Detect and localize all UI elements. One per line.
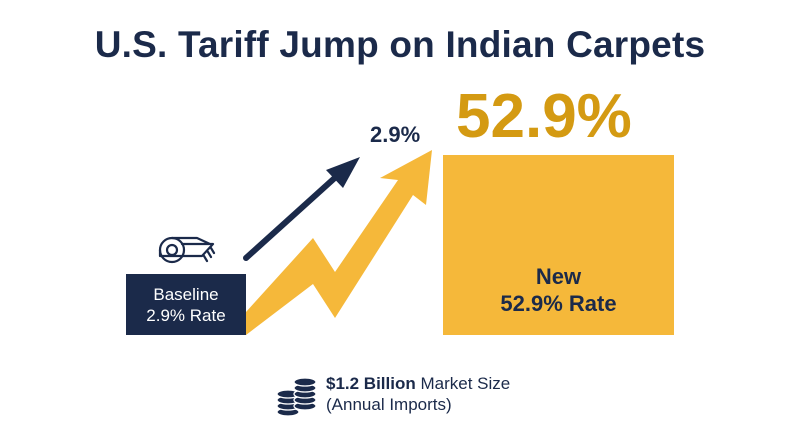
coin-stack-icon <box>276 377 317 417</box>
baseline-rate-label: 2.9% Rate <box>146 305 226 325</box>
market-note: (Annual Imports) <box>326 395 452 414</box>
carpet-roll-icon <box>158 236 216 264</box>
new-label-line1: New <box>535 264 582 289</box>
market-amount: $1.2 Billion <box>326 374 416 393</box>
baseline-rate-box: Baseline 2.9% Rate <box>126 274 246 335</box>
market-size-text: $1.2 Billion Market Size (Annual Imports… <box>326 373 510 415</box>
new-rate-value: 52.9% <box>456 82 632 151</box>
gold-rise-arrow <box>246 150 432 335</box>
navy-arrow-shaft <box>243 172 341 261</box>
market-size-line: $1.2 Billion Market Size <box>326 373 510 394</box>
new-label-line2: 52.9% Rate <box>500 291 617 316</box>
baseline-rate-value: 2.9% <box>370 122 421 147</box>
market-label: Market Size <box>420 374 511 393</box>
page-title: U.S. Tariff Jump on Indian Carpets <box>94 24 706 65</box>
navy-arrow-head <box>326 157 360 188</box>
baseline-label: Baseline <box>153 284 219 304</box>
new-rate-label: New 52.9% Rate <box>443 263 674 317</box>
new-rate-box: New 52.9% Rate <box>443 155 674 335</box>
